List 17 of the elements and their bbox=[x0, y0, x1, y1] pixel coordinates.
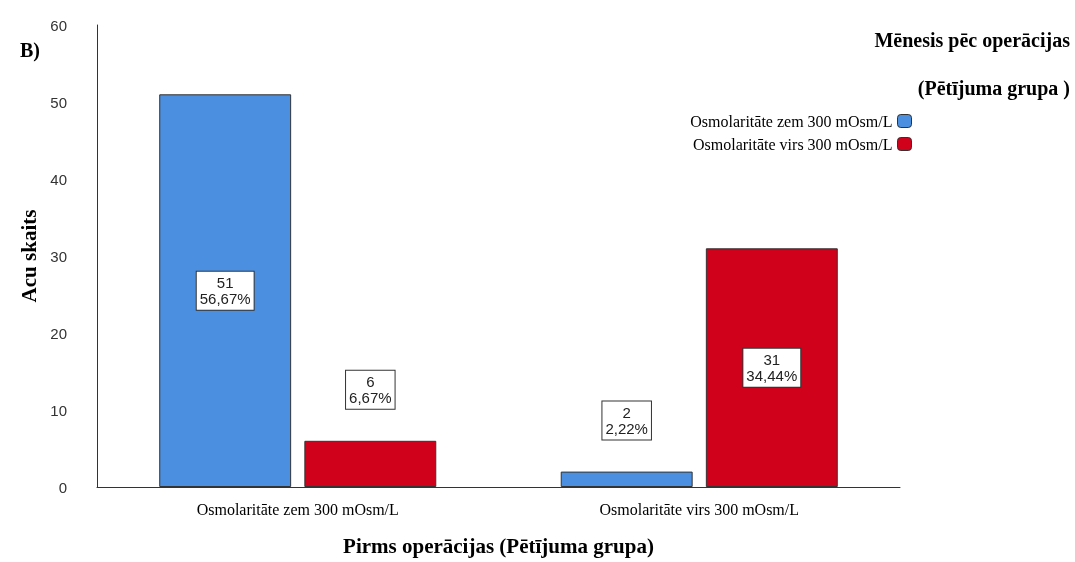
data-label: 2 2,22% bbox=[605, 404, 648, 438]
y-tick-label: 60 bbox=[50, 16, 67, 34]
text: Mēnesis pēc operācijas (Pētījuma grupa ) bbox=[874, 29, 1070, 99]
y-tick-label: 50 bbox=[50, 93, 67, 111]
legend-label: Osmolaritāte virs 300 mOsm/L bbox=[692, 135, 893, 153]
data-label: 6 6,67% bbox=[349, 373, 392, 407]
y-tick-label: 20 bbox=[50, 324, 67, 342]
x-axis-title: Pirms operācijas (Pētījuma grupa) bbox=[343, 533, 654, 558]
data-label: 31 34,44% bbox=[746, 351, 798, 385]
y-tick-label: 10 bbox=[50, 401, 67, 419]
y-tick-label: 0 bbox=[58, 478, 67, 496]
text: B) bbox=[20, 39, 40, 62]
y-axis-title: Acu skaits bbox=[16, 209, 41, 303]
y-tick-label: 30 bbox=[50, 247, 67, 265]
data-label: 51 56,67% bbox=[199, 274, 251, 308]
y-tick-label: 40 bbox=[50, 170, 67, 188]
legend-label: Osmolaritāte zem 300 mOsm/L bbox=[690, 112, 893, 130]
